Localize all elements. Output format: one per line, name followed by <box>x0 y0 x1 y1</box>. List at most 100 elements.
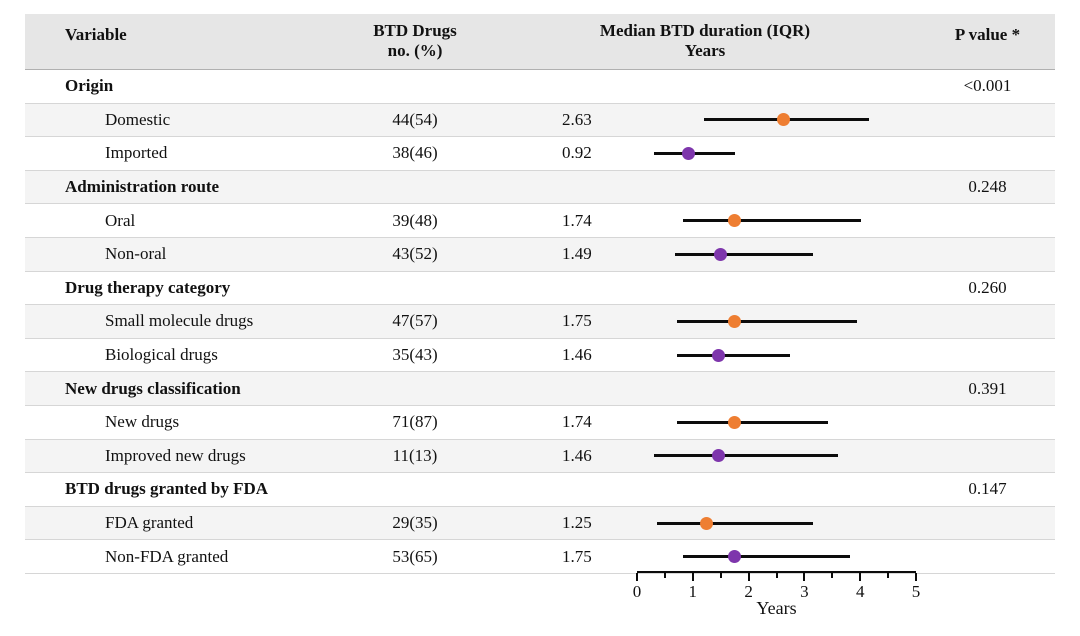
item-row: FDA granted 29(35) 1.25 <box>25 506 1055 541</box>
column-header-variable-label: Variable <box>65 25 127 44</box>
x-axis-minor-tick <box>887 573 890 578</box>
x-axis-major-tick <box>859 573 862 581</box>
item-label: Non-oral <box>105 244 167 264</box>
x-axis-title: Years <box>756 598 797 618</box>
median-value: 1.74 <box>562 412 592 432</box>
item-label: Imported <box>105 143 168 163</box>
item-n-pct: 35(43) <box>392 345 438 365</box>
p-value: 0.391 <box>968 378 1007 398</box>
x-axis-major-tick <box>636 573 638 581</box>
group-row: BTD drugs granted by FDA 0.147 <box>25 473 1055 507</box>
group-label: Origin <box>65 76 114 96</box>
p-value: <0.001 <box>963 76 1012 96</box>
group-row: Origin <0.001 <box>25 70 1055 104</box>
item-chart-cell: 1.49 <box>490 238 920 271</box>
item-row: Improved new drugs 11(13) 1.46 <box>25 439 1055 474</box>
duration-line1: Median BTD duration (IQR) <box>599 21 811 40</box>
item-label: New drugs <box>105 412 180 432</box>
median-value: 1.46 <box>562 345 592 365</box>
item-row: Biological drugs 35(43) 1.46 <box>25 338 1055 373</box>
p-value-header-label: P value * <box>954 25 1021 44</box>
item-label: Improved new drugs <box>105 445 246 465</box>
btd-drugs-line1: BTD Drugs <box>373 21 457 40</box>
x-axis-major-tick <box>915 573 917 581</box>
iqr-whisker <box>654 454 838 458</box>
item-n-pct: 39(48) <box>392 210 438 230</box>
column-header-variable: Variable <box>25 14 340 69</box>
x-axis-tick-label: 0 <box>632 582 642 601</box>
item-chart-cell: 1.46 <box>490 339 920 372</box>
item-row: Non-oral 43(52) 1.49 <box>25 237 1055 272</box>
x-axis-tick-label: 2 <box>744 582 753 601</box>
item-chart-cell: 1.74 <box>490 204 920 237</box>
item-label: Domestic <box>105 109 171 129</box>
median-dot <box>700 516 714 530</box>
x-axis-major-tick <box>747 573 750 581</box>
table-rows: Origin <0.001 Domestic 44(54) 2.63 Imported 38… <box>25 70 1055 574</box>
group-chart-cell <box>490 272 920 305</box>
group-label: New drugs classification <box>65 378 241 398</box>
item-n-pct: 47(57) <box>392 311 438 331</box>
item-n-pct: 11(13) <box>392 445 438 465</box>
x-axis-minor-tick <box>831 573 834 578</box>
item-label: Biological drugs <box>105 345 218 365</box>
group-row: Administration route 0.248 <box>25 170 1055 205</box>
item-n-pct: 44(54) <box>392 109 438 129</box>
x-axis-tick-label: 4 <box>855 582 865 601</box>
item-n-pct: 29(35) <box>392 513 438 533</box>
median-dot <box>728 550 742 564</box>
group-row: Drug therapy category 0.260 <box>25 271 1055 306</box>
x-axis-minor-tick <box>663 573 666 578</box>
item-row: Imported 38(46) 0.92 <box>25 137 1055 171</box>
median-value: 1.75 <box>562 546 592 566</box>
group-label: Drug therapy category <box>65 277 231 297</box>
median-dot <box>681 146 695 160</box>
median-value: 1.74 <box>562 210 592 230</box>
table-header-row: Variable BTD Drugs no. (%) Median BTD du… <box>25 14 1055 70</box>
item-chart-cell: 0.92 <box>490 137 920 170</box>
p-value: 0.260 <box>968 277 1007 297</box>
item-row: Oral 39(48) 1.74 <box>25 204 1055 238</box>
group-row: New drugs classification 0.391 <box>25 372 1055 406</box>
column-header-btd-drugs: BTD Drugs no. (%) <box>340 14 490 69</box>
item-chart-cell: 1.74 <box>490 406 920 439</box>
duration-line2: Years <box>684 41 726 60</box>
item-label: Small molecule drugs <box>105 311 254 331</box>
x-axis-major-tick <box>691 573 694 581</box>
median-dot <box>727 214 741 228</box>
item-chart-cell: 1.75 <box>490 540 920 573</box>
iqr-whisker <box>682 555 851 559</box>
group-chart-cell <box>490 171 920 204</box>
iqr-whisker <box>674 252 813 256</box>
median-value: 1.25 <box>562 513 592 533</box>
item-chart-cell: 1.25 <box>490 507 920 540</box>
column-header-duration: Median BTD duration (IQR) Years <box>490 14 920 69</box>
column-header-p-value: P value * <box>920 14 1055 69</box>
median-value: 1.46 <box>562 445 592 465</box>
x-axis-line <box>637 571 916 573</box>
median-value: 0.92 <box>562 143 592 163</box>
group-label: BTD drugs granted by FDA <box>65 479 269 499</box>
item-n-pct: 43(52) <box>392 244 438 264</box>
median-dot <box>777 113 791 127</box>
x-axis-tick-label: 5 <box>911 582 921 601</box>
btd-drugs-line2: no. (%) <box>387 41 443 60</box>
median-dot <box>728 314 742 328</box>
iqr-whisker <box>677 353 791 357</box>
median-dot <box>713 247 727 261</box>
group-label: Administration route <box>65 177 220 197</box>
forest-table: Variable BTD Drugs no. (%) Median BTD du… <box>25 14 1055 574</box>
item-label: Oral <box>105 210 136 230</box>
item-row: New drugs 71(87) 1.74 <box>25 405 1055 440</box>
p-value: 0.248 <box>968 177 1007 197</box>
item-row: Small molecule drugs 47(57) 1.75 <box>25 305 1055 339</box>
item-row: Domestic 44(54) 2.63 <box>25 103 1055 138</box>
item-chart-cell: 2.63 <box>490 104 920 137</box>
item-row: Non-FDA granted 53(65) 1.75 <box>25 540 1055 574</box>
x-axis-minor-tick <box>719 573 722 578</box>
group-chart-cell <box>490 70 920 103</box>
median-dot <box>727 415 741 429</box>
iqr-whisker <box>656 521 813 525</box>
item-chart-cell: 1.46 <box>490 440 920 473</box>
item-label: Non-FDA granted <box>105 546 229 566</box>
